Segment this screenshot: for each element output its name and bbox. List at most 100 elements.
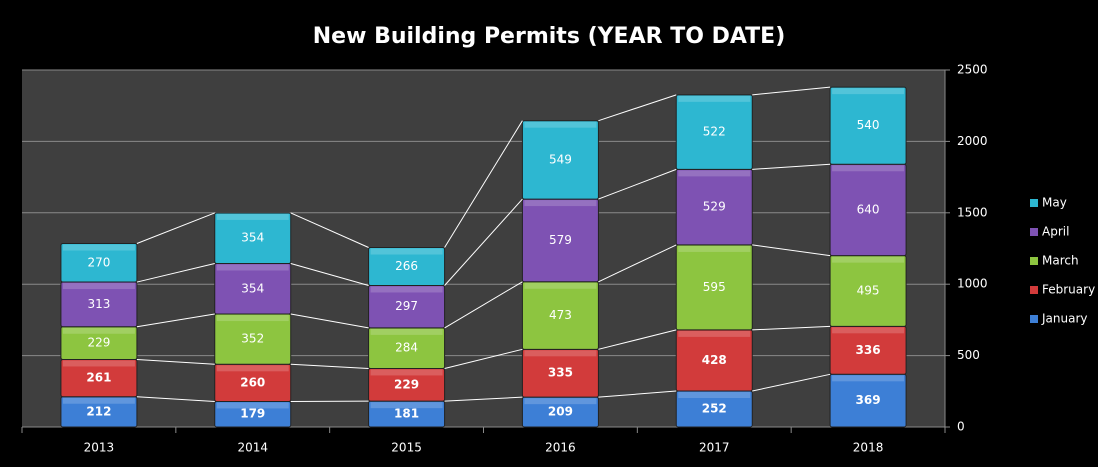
- y-tick-label: 1500: [957, 205, 988, 219]
- legend-swatch: [1030, 257, 1038, 265]
- bar-highlight: [678, 245, 751, 252]
- data-label: 261: [86, 371, 111, 385]
- data-label: 336: [856, 343, 881, 357]
- series-line: [752, 163, 831, 170]
- bar-highlight: [62, 397, 135, 404]
- data-label: 229: [87, 336, 110, 350]
- series-line: [444, 348, 523, 369]
- series-line: [598, 329, 677, 350]
- y-tick-label: 2000: [957, 134, 988, 148]
- data-label: 209: [548, 405, 573, 419]
- data-label: 181: [394, 407, 419, 421]
- data-label: 540: [857, 118, 880, 132]
- series-line: [598, 390, 677, 398]
- x-tick-label: 2013: [84, 441, 115, 455]
- data-label: 473: [549, 308, 572, 322]
- y-tick-label: 2500: [957, 63, 988, 77]
- data-label: 229: [394, 377, 419, 391]
- bar-segment: [675, 94, 753, 170]
- series-line: [444, 396, 523, 402]
- legend-swatch: [1030, 228, 1038, 236]
- data-label: 354: [241, 231, 264, 245]
- series-line: [444, 198, 523, 286]
- bar-segment: [368, 247, 446, 286]
- legend-swatch: [1030, 315, 1038, 323]
- series-line: [136, 358, 215, 365]
- series-line: [290, 263, 369, 286]
- data-label: 354: [241, 281, 264, 295]
- data-label: 270: [87, 255, 110, 269]
- data-label: 549: [549, 152, 572, 166]
- legend-label: February: [1042, 283, 1095, 297]
- data-label: 212: [86, 404, 111, 418]
- bar-highlight: [62, 360, 135, 367]
- y-tick-label: 0: [957, 420, 965, 434]
- bar-highlight: [216, 402, 289, 409]
- bar-highlight: [832, 165, 905, 172]
- bar-highlight: [678, 392, 751, 399]
- data-label: 313: [87, 297, 110, 311]
- bar-highlight: [832, 327, 905, 334]
- series-line: [598, 244, 677, 283]
- data-label: 529: [703, 200, 726, 214]
- legend-label: May: [1042, 196, 1067, 210]
- bar-highlight: [216, 365, 289, 372]
- bar-segment: [214, 212, 292, 264]
- legend-label: January: [1041, 312, 1088, 326]
- x-tick-label: 2017: [699, 441, 730, 455]
- bar-highlight: [62, 283, 135, 290]
- chart-title: New Building Permits (YEAR TO DATE): [313, 24, 786, 49]
- series-line: [752, 373, 831, 392]
- bar-highlight: [370, 286, 443, 293]
- bar-segment: [60, 243, 138, 283]
- legend-swatch: [1030, 286, 1038, 294]
- data-label: 579: [549, 233, 572, 247]
- series-line: [444, 120, 523, 248]
- series-line: [136, 263, 215, 283]
- series-line: [752, 244, 831, 257]
- bar-highlight: [524, 121, 597, 128]
- series-line: [290, 212, 369, 248]
- data-label: 266: [395, 259, 418, 273]
- data-label: 352: [241, 332, 264, 346]
- bar-highlight: [370, 369, 443, 376]
- series-line: [598, 94, 677, 122]
- series-line: [136, 313, 215, 328]
- series-line: [290, 313, 369, 329]
- bar-highlight: [370, 248, 443, 255]
- bar-highlight: [370, 402, 443, 409]
- data-label: 428: [702, 353, 727, 367]
- bar-highlight: [678, 170, 751, 177]
- series-line: [598, 168, 677, 200]
- series-line: [752, 325, 831, 331]
- data-label: 595: [703, 280, 726, 294]
- data-label: 640: [857, 202, 880, 216]
- series-line: [752, 86, 831, 96]
- series-line: [290, 363, 369, 369]
- x-tick-label: 2018: [853, 441, 884, 455]
- data-label: 335: [548, 366, 573, 380]
- data-label: 284: [395, 341, 418, 355]
- bar-highlight: [524, 200, 597, 207]
- bar-highlight: [524, 282, 597, 289]
- legend-swatch: [1030, 199, 1038, 207]
- series-line: [136, 212, 215, 244]
- bar-highlight: [678, 330, 751, 337]
- bar-highlight: [216, 264, 289, 271]
- data-label: 369: [856, 393, 881, 407]
- bar-highlight: [832, 88, 905, 95]
- y-tick-label: 1000: [957, 277, 988, 291]
- bar-highlight: [832, 375, 905, 382]
- y-tick-label: 500: [957, 348, 980, 362]
- bar-highlight: [370, 328, 443, 335]
- plot-area: [22, 70, 945, 427]
- bar-segment: [829, 86, 907, 165]
- x-tick-label: 2015: [391, 441, 422, 455]
- bar-highlight: [524, 398, 597, 405]
- bar-segment: [521, 120, 599, 200]
- legend-label: April: [1042, 225, 1069, 239]
- x-tick-label: 2014: [237, 441, 268, 455]
- bar-highlight: [62, 327, 135, 334]
